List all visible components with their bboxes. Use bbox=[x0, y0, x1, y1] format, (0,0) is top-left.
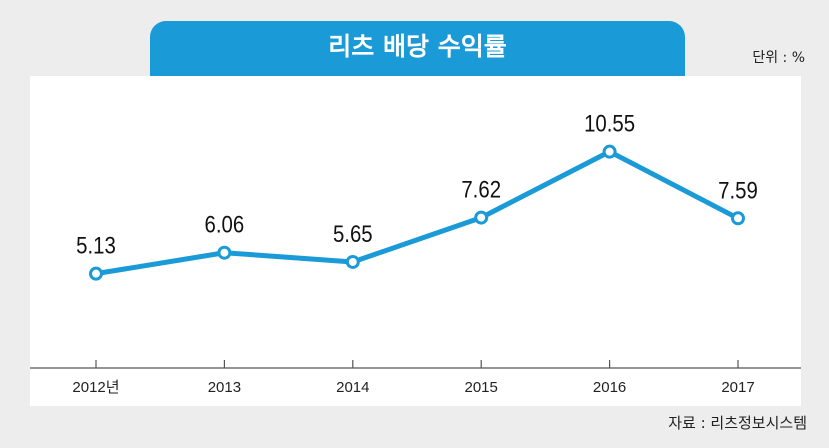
x-tick-label: 2012년 bbox=[72, 379, 119, 396]
data-point bbox=[89, 266, 103, 281]
series-line bbox=[93, 149, 741, 277]
data-label: 7.62 bbox=[461, 176, 501, 203]
data-label: 7.59 bbox=[718, 177, 758, 204]
x-tick-label: 2017 bbox=[721, 379, 754, 396]
data-point bbox=[602, 144, 617, 159]
x-tick-label: 2015 bbox=[465, 379, 498, 396]
x-tick-label: 2016 bbox=[593, 379, 626, 396]
data-label: 5.65 bbox=[333, 220, 373, 247]
unit-label: 단위 : % bbox=[752, 50, 805, 66]
chart-title: 리츠 배당 수익률 bbox=[150, 21, 685, 76]
x-tick-label: 2013 bbox=[208, 379, 241, 396]
data-point bbox=[217, 245, 232, 260]
data-point bbox=[474, 210, 489, 225]
data-label: 6.06 bbox=[205, 211, 245, 238]
data-label: 5.13 bbox=[76, 232, 116, 259]
x-tick-label: 2014 bbox=[336, 379, 369, 396]
data-point bbox=[345, 254, 360, 269]
source-note: 자료 : 리츠정보시스템 bbox=[668, 414, 807, 432]
data-label: 10.55 bbox=[584, 110, 635, 137]
data-point bbox=[731, 211, 745, 226]
